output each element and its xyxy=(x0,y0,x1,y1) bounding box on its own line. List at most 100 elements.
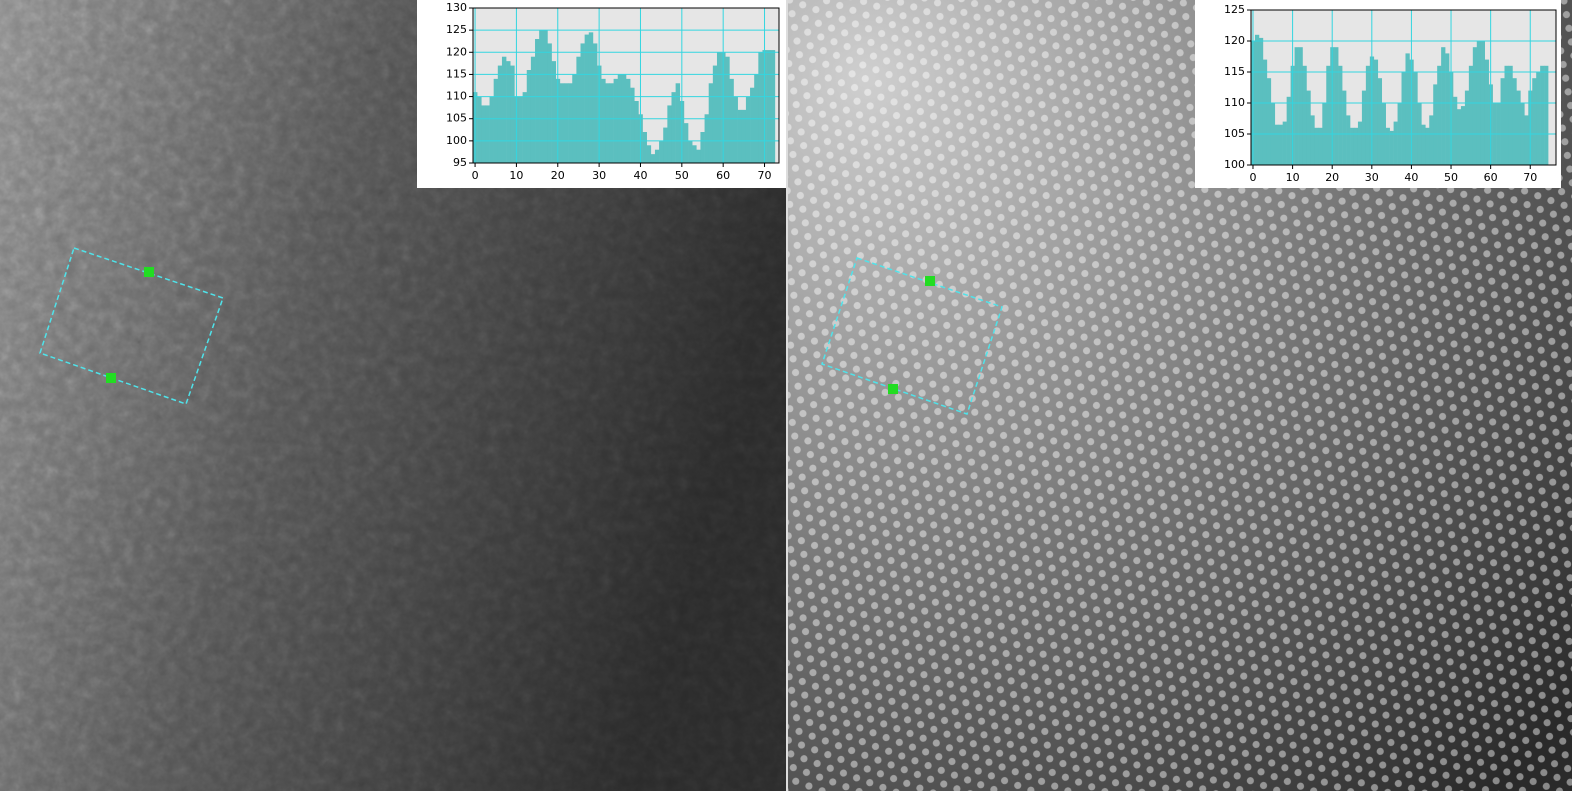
bar xyxy=(1536,72,1541,165)
bar xyxy=(1393,121,1398,165)
bar xyxy=(493,78,499,163)
bar xyxy=(605,83,610,163)
y-tick-label: 115 xyxy=(1224,65,1245,78)
bar xyxy=(758,52,763,163)
bar xyxy=(535,39,540,163)
bar xyxy=(1508,65,1513,165)
bar xyxy=(650,154,656,163)
x-tick-label: 40 xyxy=(633,169,647,182)
bar xyxy=(477,96,482,163)
y-tick-label: 120 xyxy=(1224,34,1245,47)
bar xyxy=(704,114,710,163)
roi-box xyxy=(821,257,1003,415)
bar xyxy=(1437,65,1442,165)
bar xyxy=(568,83,573,163)
bar xyxy=(559,83,565,163)
roi-handle xyxy=(144,267,154,277)
bar xyxy=(626,78,631,163)
bar xyxy=(518,96,523,163)
x-tick-label: 0 xyxy=(472,169,479,182)
bar xyxy=(646,145,652,163)
bar xyxy=(766,50,772,164)
bar xyxy=(712,65,718,163)
bar xyxy=(1516,90,1521,165)
bar xyxy=(1504,65,1509,165)
bar xyxy=(729,78,734,163)
bar xyxy=(481,105,486,163)
x-tick-label: 70 xyxy=(1523,171,1537,184)
bar xyxy=(1472,47,1478,166)
bar xyxy=(580,43,585,163)
y-tick-label: 105 xyxy=(1224,127,1245,140)
bar xyxy=(1266,78,1272,165)
y-tick-label: 125 xyxy=(1224,3,1245,16)
bar xyxy=(1306,90,1311,165)
bar xyxy=(733,96,738,163)
x-tick-label: 30 xyxy=(592,169,606,182)
bar xyxy=(1373,59,1379,165)
bar xyxy=(1433,84,1438,165)
bar xyxy=(683,123,689,163)
bar xyxy=(1405,53,1410,165)
bar xyxy=(737,109,743,163)
roi-box xyxy=(39,247,224,405)
bar xyxy=(1460,106,1466,165)
bar xyxy=(506,61,511,164)
bar xyxy=(1377,78,1383,165)
bar xyxy=(1464,90,1470,165)
y-tick-label: 95 xyxy=(453,156,467,169)
bar xyxy=(510,65,515,163)
bar xyxy=(485,105,490,163)
bar xyxy=(551,61,557,164)
bar xyxy=(667,105,672,163)
x-tick-label: 40 xyxy=(1404,171,1418,184)
y-tick-label: 100 xyxy=(446,134,467,147)
bar xyxy=(1286,96,1291,165)
bar xyxy=(1302,65,1307,165)
bar xyxy=(1445,53,1450,165)
x-tick-label: 30 xyxy=(1365,171,1379,184)
bar xyxy=(588,32,594,163)
bar xyxy=(1334,47,1339,166)
y-tick-label: 115 xyxy=(446,67,467,80)
bar xyxy=(700,132,705,163)
bar xyxy=(1524,115,1529,165)
bar xyxy=(1357,121,1363,165)
bar xyxy=(1294,47,1299,166)
bar xyxy=(741,109,747,163)
y-tick-label: 110 xyxy=(446,90,467,103)
bar xyxy=(1456,109,1462,165)
bar xyxy=(1413,72,1418,165)
bar xyxy=(1298,47,1303,166)
bar xyxy=(1429,115,1434,165)
bar xyxy=(1262,59,1268,165)
bar xyxy=(1500,78,1505,165)
bar xyxy=(654,149,660,163)
bar xyxy=(601,78,606,163)
bar xyxy=(725,56,730,163)
x-tick-label: 10 xyxy=(509,169,523,182)
roi-handle xyxy=(888,384,898,394)
x-tick-label: 0 xyxy=(1249,171,1256,184)
plot-frame xyxy=(1250,9,1557,166)
bar xyxy=(1401,72,1406,165)
divider xyxy=(786,0,788,791)
bar xyxy=(716,52,722,163)
bar xyxy=(1342,90,1347,165)
bar xyxy=(1274,124,1280,165)
bar xyxy=(688,140,693,163)
bar xyxy=(750,87,755,163)
bar xyxy=(526,70,532,163)
bar xyxy=(592,43,598,163)
bar xyxy=(1338,65,1343,165)
bar xyxy=(1532,78,1537,165)
bar xyxy=(1254,34,1260,165)
y-tick-label: 100 xyxy=(1224,158,1245,171)
bar xyxy=(576,56,581,163)
x-tick-label: 20 xyxy=(551,169,565,182)
x-tick-label: 60 xyxy=(1484,171,1498,184)
bar xyxy=(1318,127,1323,165)
bar xyxy=(1421,124,1426,165)
bar xyxy=(609,83,614,163)
